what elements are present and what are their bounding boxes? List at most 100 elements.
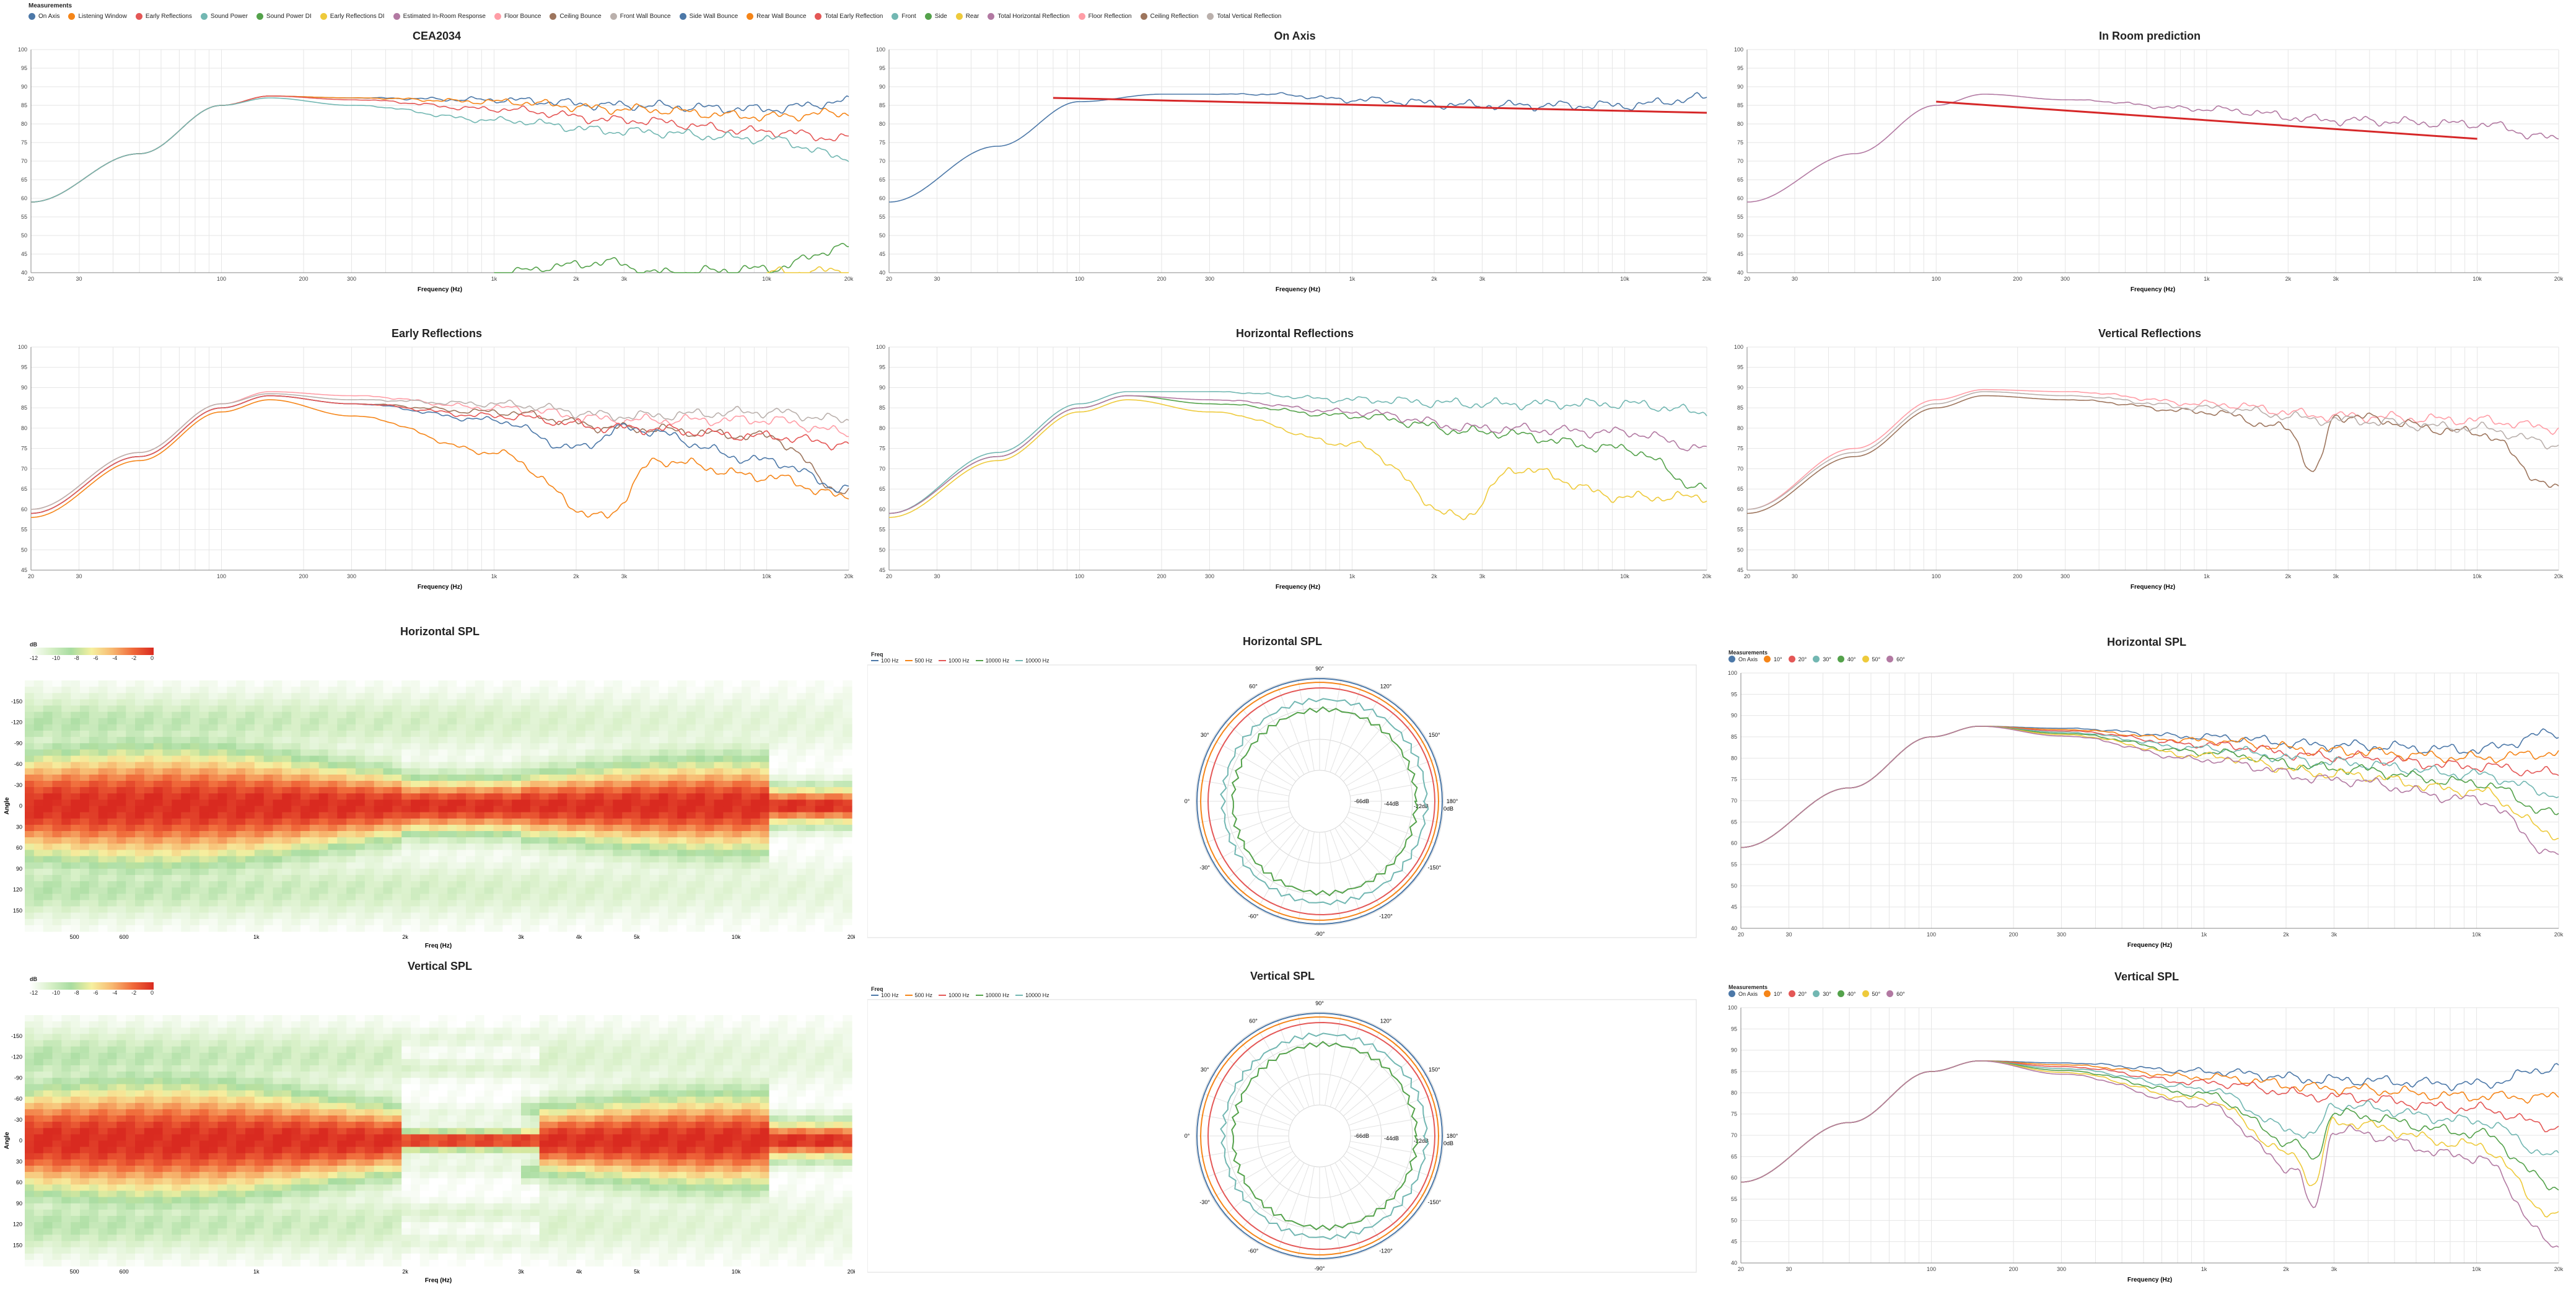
heatmap-cell	[622, 856, 631, 863]
heatmap-cell	[365, 887, 374, 894]
heatmap-cell	[61, 756, 71, 763]
heatmap-cell	[705, 706, 714, 713]
heatmap-cell	[116, 1015, 126, 1022]
colorbar-tick: -8	[74, 655, 79, 661]
heatmap-cell	[797, 806, 806, 813]
y-tick-label: -120	[11, 719, 22, 726]
heatmap-cell	[668, 856, 677, 863]
heatmap-cell	[144, 787, 154, 794]
heatmap-cell	[80, 1247, 89, 1254]
heatmap-cell	[439, 743, 448, 750]
heatmap-cell	[787, 699, 797, 706]
heatmap-cell	[144, 1078, 154, 1084]
heatmap-cell	[374, 762, 383, 769]
heatmap-cell	[144, 1241, 154, 1248]
heatmap-cell	[209, 887, 218, 894]
heatmap-cell	[833, 907, 843, 913]
heatmap-cell	[622, 900, 631, 907]
heatmap-cell	[227, 731, 236, 737]
heatmap-cell	[447, 781, 457, 788]
heatmap-cell	[356, 775, 365, 781]
heatmap-cell	[126, 1216, 135, 1223]
heatmap-cell	[99, 1203, 108, 1210]
series-line	[31, 392, 849, 509]
heatmap-cell	[282, 781, 291, 788]
heatmap-cell	[34, 1241, 43, 1248]
heatmap-cell	[521, 712, 530, 719]
heatmap-cell	[512, 743, 521, 750]
heatmap-cell	[769, 856, 779, 863]
heatmap-cell	[668, 787, 677, 794]
heatmap-cell	[43, 831, 53, 838]
heatmap-cell	[825, 712, 834, 719]
heatmap-cell	[705, 856, 714, 863]
heatmap-cell	[512, 712, 521, 719]
heatmap-cell	[760, 787, 769, 794]
heatmap-cell	[659, 737, 668, 744]
heatmap-cell	[825, 781, 834, 788]
heatmap-cell	[181, 856, 190, 863]
heatmap-cell	[429, 724, 439, 731]
heatmap-cell	[209, 831, 218, 838]
heatmap-cell	[209, 749, 218, 756]
heatmap-cell	[751, 806, 760, 813]
heatmap-cell	[760, 737, 769, 744]
heatmap-cell	[300, 718, 310, 725]
heatmap-cell	[300, 799, 310, 806]
heatmap-cell	[502, 799, 512, 806]
legend-label: Estimated In-Room Response	[403, 13, 486, 20]
series-line	[1741, 726, 2559, 848]
heatmap-cell	[89, 1147, 99, 1154]
heatmap-cell	[181, 731, 190, 737]
heatmap-cell	[34, 1191, 43, 1198]
heatmap-cell	[659, 812, 668, 819]
heatmap-cell	[502, 680, 512, 687]
heatmap-cell	[613, 712, 622, 719]
heatmap-cell	[439, 837, 448, 844]
heatmap-cell	[696, 762, 705, 769]
heatmap-cell	[659, 712, 668, 719]
heatmap-cell	[291, 749, 300, 756]
heatmap-cell	[806, 706, 815, 713]
heatmap-cell	[641, 693, 650, 700]
heatmap-cell	[815, 787, 825, 794]
heatmap-cell	[43, 1084, 53, 1091]
legend-dash	[1015, 660, 1023, 661]
heatmap-cell	[420, 699, 429, 706]
heatmap-cell	[209, 724, 218, 731]
heatmap-cell	[659, 887, 668, 894]
heatmap-cell	[622, 925, 631, 932]
heatmap-cell	[190, 781, 199, 788]
heatmap-cell	[540, 799, 549, 806]
heatmap-cell	[815, 768, 825, 775]
heatmap-cell	[705, 749, 714, 756]
heatmap-cell	[80, 793, 89, 800]
heatmap-cell	[25, 1203, 34, 1210]
heatmap-cell	[126, 812, 135, 819]
heatmap-cell	[190, 699, 199, 706]
heatmap-cell	[742, 718, 751, 725]
heatmap-cell	[778, 712, 787, 719]
heatmap-cell	[401, 806, 411, 813]
x-axis-label: Frequency (Hz)	[1276, 286, 1320, 293]
heatmap-cell	[825, 806, 834, 813]
y-tick-label: 95	[21, 364, 27, 371]
heatmap-cell	[163, 837, 172, 844]
heatmap-cell	[108, 731, 117, 737]
heatmap-cell	[209, 806, 218, 813]
heatmap-cell	[502, 869, 512, 876]
heatmap-cell	[99, 1228, 108, 1235]
heatmap-cell	[154, 1210, 163, 1216]
heatmap-cell	[815, 869, 825, 876]
heatmap-cell	[631, 863, 641, 869]
heatmap-cell	[742, 887, 751, 894]
heatmap-cell	[420, 837, 429, 844]
heatmap-cell	[144, 1210, 154, 1216]
chart-title: Horizontal SPL	[1722, 636, 2571, 649]
heatmap-cell	[163, 907, 172, 913]
heatmap-cell	[273, 850, 283, 856]
heatmap-cell	[227, 907, 236, 913]
heatmap-cell	[411, 819, 420, 825]
heatmap-cell	[144, 762, 154, 769]
